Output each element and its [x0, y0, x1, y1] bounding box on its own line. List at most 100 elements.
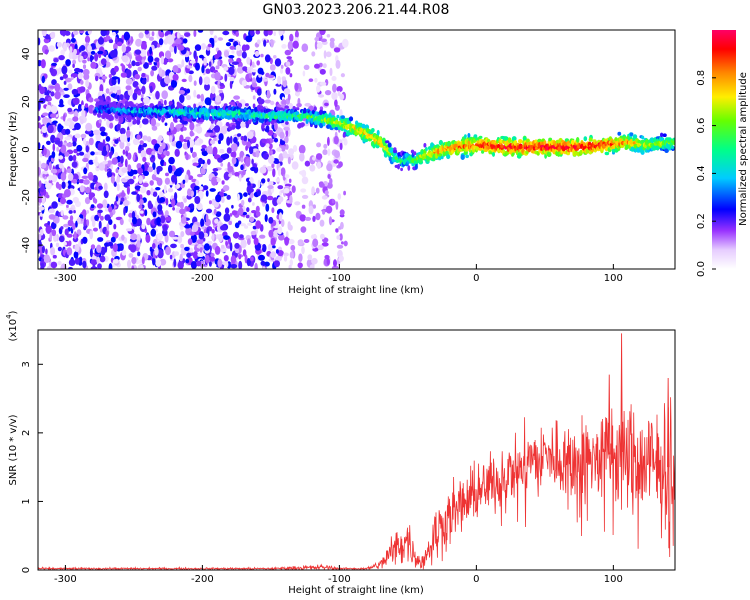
noise-point — [57, 260, 62, 266]
ridge-point — [563, 141, 567, 146]
noise-point — [297, 239, 304, 246]
noise-point — [266, 195, 274, 201]
noise-point — [243, 135, 248, 142]
noise-point — [182, 126, 187, 131]
noise-point — [147, 55, 154, 63]
noise-point — [222, 30, 230, 36]
noise-point — [189, 247, 194, 253]
noise-point — [110, 164, 113, 170]
noise-point — [184, 224, 191, 229]
ridge-point — [273, 119, 278, 123]
noise-point — [155, 90, 160, 100]
noise-point — [192, 162, 199, 167]
ridge-point — [186, 107, 190, 113]
snr-x-tick-label: -300 — [54, 574, 77, 585]
noise-point — [139, 199, 144, 205]
noise-point — [218, 139, 221, 145]
noise-point — [41, 195, 45, 205]
noise-point — [183, 197, 187, 203]
noise-point — [237, 207, 244, 216]
noise-point — [291, 161, 299, 170]
noise-point — [207, 240, 213, 245]
noise-point — [194, 196, 201, 204]
noise-point — [54, 140, 61, 145]
noise-point — [254, 50, 260, 57]
ridge-point — [543, 140, 547, 145]
noise-point — [110, 236, 116, 243]
noise-point — [321, 242, 329, 247]
noise-point — [270, 100, 275, 106]
noise-point — [226, 194, 231, 200]
snr-multiplier: (x104) — [5, 310, 19, 341]
noise-point — [155, 177, 160, 182]
noise-point — [211, 37, 215, 47]
noise-point — [59, 98, 64, 106]
noise-point — [230, 151, 237, 158]
noise-point — [219, 148, 225, 154]
noise-point — [203, 232, 208, 238]
noise-point — [177, 261, 184, 269]
noise-point — [277, 185, 284, 190]
noise-point — [158, 67, 163, 75]
spectrogram-y-tick-label: -40 — [21, 237, 32, 253]
ridge-point — [629, 132, 634, 136]
noise-point — [60, 91, 65, 96]
noise-point — [228, 58, 233, 64]
noise-point — [239, 174, 242, 182]
ridge-point — [460, 154, 465, 160]
noise-point — [88, 174, 94, 181]
ridge-point — [438, 139, 443, 146]
noise-point — [248, 146, 254, 155]
noise-point — [169, 254, 173, 260]
snr-x-tick-label: 0 — [473, 574, 479, 585]
noise-point — [111, 76, 119, 80]
noise-point — [52, 120, 58, 124]
noise-point — [257, 179, 261, 189]
noise-point — [45, 181, 52, 190]
noise-point — [200, 93, 205, 102]
noise-point — [63, 241, 67, 246]
ridge-point — [486, 138, 491, 143]
noise-point — [181, 78, 187, 83]
noise-point — [308, 205, 314, 215]
noise-point — [220, 244, 225, 249]
noise-point — [151, 31, 155, 37]
ridge-point — [500, 144, 504, 148]
noise-point — [114, 139, 119, 145]
ridge-point — [588, 137, 593, 142]
noise-point — [131, 191, 138, 195]
ridge-point — [492, 151, 495, 157]
noise-point — [251, 158, 254, 165]
noise-point — [121, 167, 128, 174]
noise-point — [214, 218, 219, 224]
noise-point — [112, 259, 119, 264]
noise-point — [50, 91, 55, 97]
noise-point — [200, 218, 205, 228]
noise-point — [121, 64, 126, 73]
noise-point — [104, 214, 111, 221]
noise-point — [319, 68, 326, 75]
ridge-point — [511, 136, 517, 142]
noise-point — [230, 264, 238, 269]
noise-point — [138, 150, 142, 154]
snr-x-label: Height of straight line (km) — [288, 585, 424, 596]
noise-point — [198, 101, 205, 106]
noise-point — [99, 126, 106, 132]
noise-point — [275, 249, 279, 254]
ridge-point — [393, 149, 398, 154]
noise-point — [85, 79, 89, 88]
noise-point — [174, 251, 179, 256]
noise-point — [94, 186, 98, 191]
noise-point — [319, 81, 327, 86]
noise-point — [89, 248, 93, 258]
noise-point — [87, 30, 93, 35]
noise-point — [272, 197, 279, 207]
noise-point — [111, 140, 115, 145]
noise-point — [141, 72, 146, 78]
noise-point — [50, 221, 57, 230]
noise-point — [226, 147, 232, 154]
ridge-point — [161, 117, 166, 121]
noise-point — [217, 157, 224, 163]
noise-point — [224, 207, 230, 215]
noise-point — [100, 30, 107, 37]
